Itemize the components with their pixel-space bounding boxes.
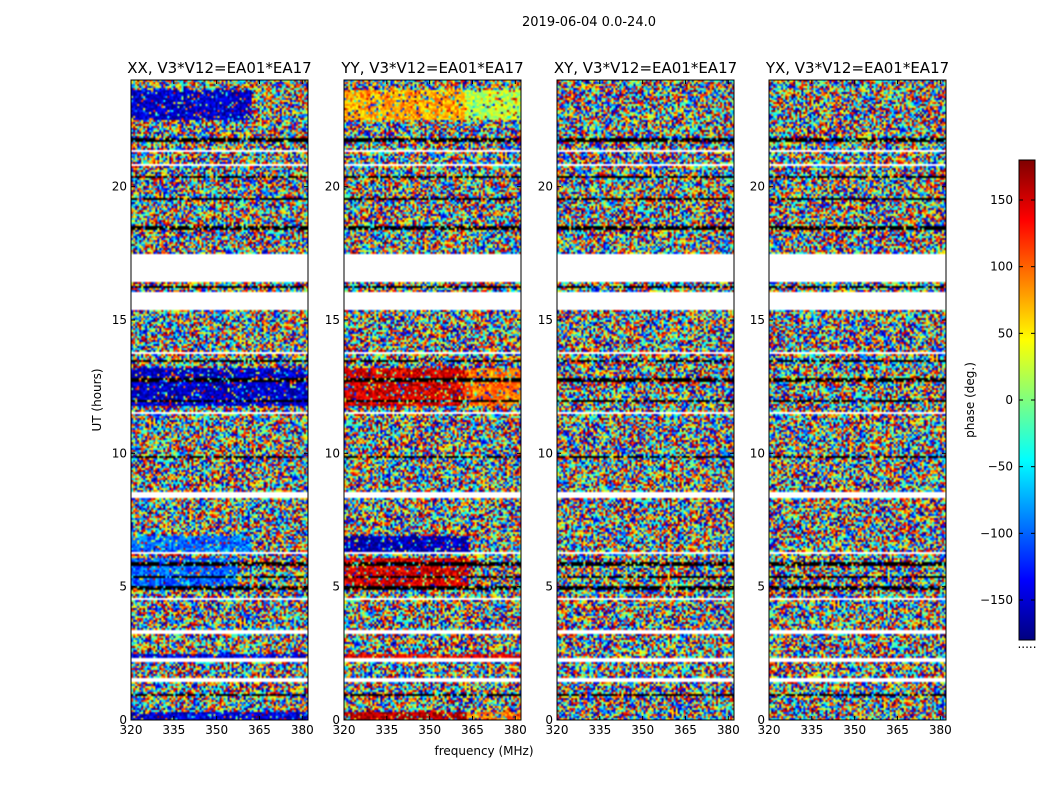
- x-tick-label: 320: [758, 723, 781, 737]
- panel-title: XY, V3*V12=EA01*EA17: [554, 59, 737, 77]
- y-tick-label: 0: [757, 713, 765, 727]
- panel-yy: YY, V3*V12=EA01*EA17 320 335 350 365 380 0 5 10 1…: [325, 59, 527, 737]
- x-tick-label: 320: [546, 723, 569, 737]
- colorbar-tick-label: −150: [980, 593, 1013, 607]
- y-tick-label: 20: [750, 180, 765, 194]
- x-tick-label: 350: [205, 723, 228, 737]
- x-tick-label: 365: [674, 723, 697, 737]
- x-tick-label: 380: [717, 723, 740, 737]
- phase-heatmap: [769, 80, 946, 720]
- colorbar-tick-label: 100: [990, 260, 1013, 274]
- panel-xy: XY, V3*V12=EA01*EA17 320 335 350 365 380 0 5 10 1…: [538, 59, 740, 737]
- x-tick-label: 365: [461, 723, 484, 737]
- x-tick-label: 335: [588, 723, 611, 737]
- panel-frame: [556, 79, 735, 721]
- phase-heatmap: [131, 80, 308, 720]
- x-tick-label: 350: [843, 723, 866, 737]
- colorbar-ticks: −150 −100 −50 0 50 100 150: [980, 193, 1035, 607]
- colorbar-footer: .....: [1017, 637, 1036, 651]
- y-tick-label: 15: [112, 313, 127, 327]
- colorbar: −150 −100 −50 0 50 100 150 phase (deg.) .....: [963, 159, 1037, 651]
- y-tick-label: 15: [750, 313, 765, 327]
- panel-title: YY, V3*V12=EA01*EA17: [340, 59, 523, 77]
- x-tick-label: 320: [120, 723, 143, 737]
- colorbar-tick-label: 150: [990, 193, 1013, 207]
- panel-title: XX, V3*V12=EA01*EA17: [127, 59, 311, 77]
- figure-suptitle: 2019-06-04 0.0-24.0: [522, 15, 656, 30]
- panel-frame: [343, 79, 522, 721]
- panel-frame: [768, 79, 947, 721]
- colorbar-tick-label: 0: [1005, 393, 1013, 407]
- y-tick-label: 5: [545, 580, 553, 594]
- y-axis-label: UT (hours): [90, 368, 104, 431]
- x-tick-label: 350: [418, 723, 441, 737]
- y-tick-label: 5: [757, 580, 765, 594]
- panel-frame: [130, 79, 309, 721]
- x-tick-label: 335: [162, 723, 185, 737]
- y-tick-label: 0: [545, 713, 553, 727]
- y-tick-label: 20: [538, 180, 553, 194]
- panel-xx: XX, V3*V12=EA01*EA17 320 335 350 365 380 0 5 10 1…: [112, 59, 314, 737]
- y-tick-label: 5: [119, 580, 127, 594]
- phase-heatmap: [344, 80, 521, 720]
- colorbar-tick-label: 50: [998, 326, 1013, 340]
- colorbar-tick-label: −50: [988, 460, 1013, 474]
- x-tick-label: 350: [631, 723, 654, 737]
- x-tick-label: 335: [375, 723, 398, 737]
- y-tick-label: 15: [538, 313, 553, 327]
- y-tick-label: 10: [750, 446, 765, 460]
- colorbar-tick-label: −100: [980, 526, 1013, 540]
- x-axis-label: frequency (MHz): [434, 744, 533, 758]
- y-tick-label: 20: [325, 180, 340, 194]
- phase-heatmap: [557, 80, 734, 720]
- x-tick-label: 320: [333, 723, 356, 737]
- y-tick-label: 15: [325, 313, 340, 327]
- x-tick-label: 380: [291, 723, 314, 737]
- x-tick-label: 380: [929, 723, 952, 737]
- x-tick-label: 380: [504, 723, 527, 737]
- y-tick-label: 10: [112, 446, 127, 460]
- colorbar-gradient: [1019, 160, 1035, 640]
- y-tick-label: 10: [325, 446, 340, 460]
- y-tick-label: 5: [332, 580, 340, 594]
- x-tick-label: 335: [800, 723, 823, 737]
- panel-yx: YX, V3*V12=EA01*EA17 320 335 350 365 380 0 5 10 1…: [750, 59, 952, 737]
- y-tick-label: 20: [112, 180, 127, 194]
- y-tick-label: 0: [332, 713, 340, 727]
- panels: XX, V3*V12=EA01*EA17 320 335 350 365 380 0 5 10 1…: [112, 59, 952, 737]
- y-tick-label: 0: [119, 713, 127, 727]
- panel-title: YX, V3*V12=EA01*EA17: [765, 59, 949, 77]
- colorbar-label: phase (deg.): [963, 362, 977, 438]
- x-tick-label: 365: [248, 723, 271, 737]
- y-tick-label: 10: [538, 446, 553, 460]
- x-tick-label: 365: [886, 723, 909, 737]
